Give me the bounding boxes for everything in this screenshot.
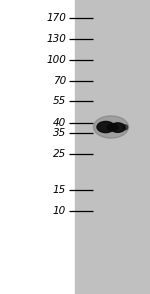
Text: 100: 100 [46, 55, 66, 65]
Text: 25: 25 [53, 149, 66, 159]
Ellipse shape [107, 124, 118, 131]
Ellipse shape [93, 116, 129, 138]
Ellipse shape [110, 123, 125, 132]
Bar [75, 0, 150, 294]
Text: 35: 35 [53, 128, 66, 138]
Text: 15: 15 [53, 185, 66, 195]
Ellipse shape [123, 125, 128, 130]
Text: 55: 55 [53, 96, 66, 106]
Text: 40: 40 [53, 118, 66, 128]
Text: 10: 10 [53, 206, 66, 216]
Text: 70: 70 [53, 76, 66, 86]
Bar [0, 0, 75, 294]
Text: 130: 130 [46, 34, 66, 44]
Ellipse shape [97, 121, 115, 133]
Text: 170: 170 [46, 13, 66, 23]
